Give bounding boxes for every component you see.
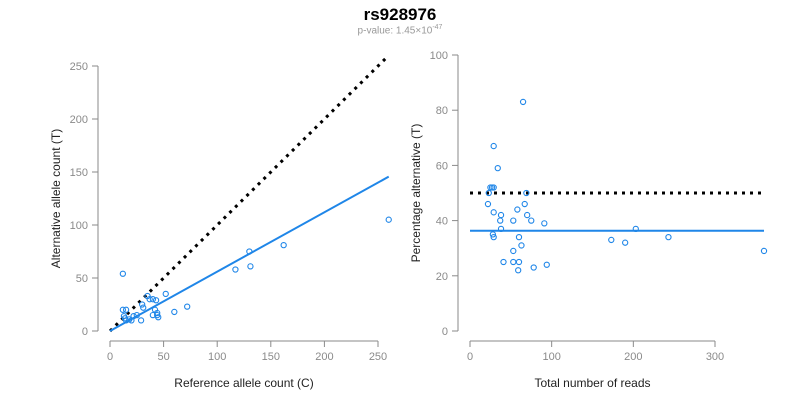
panel2-data-point [523, 189, 530, 197]
panel1-data-point [146, 296, 153, 303]
panel2-data-point [490, 209, 497, 216]
panel2-data-point [514, 206, 521, 213]
panel2-data-point [494, 165, 501, 172]
panel1-data-point [137, 317, 145, 324]
panel2-y-tick-label: 40 [436, 216, 448, 228]
panel1-y-tick-label: 250 [70, 61, 88, 73]
panel1-y-tick-label: 50 [76, 273, 88, 285]
panel1-data-point [122, 306, 130, 313]
panel2-data-point [541, 220, 548, 227]
panel2-data-point [490, 184, 497, 191]
panel2-data-point [515, 258, 523, 266]
panel1-reference-line [108, 54, 390, 333]
panel1-data-point [154, 311, 161, 319]
panel2-y-tick-label: 20 [436, 271, 448, 283]
panel2-data-point [490, 142, 497, 150]
panel1-data-point [119, 270, 127, 277]
panel2-data-point [510, 217, 517, 224]
panel1-x-tick-label: 250 [369, 351, 387, 363]
panel2-data-point [497, 225, 505, 233]
panel1-data-point [154, 309, 161, 317]
panel1-data-point [130, 313, 137, 320]
panel2-data-point [530, 264, 537, 271]
panel2-data-point [490, 234, 497, 241]
panel2-data-point [497, 211, 505, 219]
panel2-data-point [510, 247, 517, 255]
panel2-y-tick-label: 80 [436, 105, 448, 117]
pvalue-text: p-value: 1.45×10 [357, 25, 433, 37]
panel2-x-tick-label: 200 [624, 351, 642, 363]
panel1-data-point [162, 290, 169, 298]
panel1-data-point [139, 301, 146, 308]
panel1-x-axis-label: Reference allele count (C) [174, 376, 313, 390]
panel2-data-point [665, 234, 672, 241]
panel1-x-tick-label: 200 [315, 351, 333, 363]
chart-title: rs928976 [363, 5, 437, 24]
panel2-data-point [500, 258, 507, 266]
panel2-y-axis-label: Percentage alternative (T) [409, 124, 423, 263]
panel1-x-tick-label: 100 [208, 351, 226, 363]
panel1-x-tick-label: 0 [107, 351, 113, 363]
panel1-y-axis-label: Alternative allele count (T) [49, 129, 63, 268]
panel2-y-tick-label: 100 [430, 50, 448, 62]
panel2-data-point [510, 258, 517, 266]
panel2-data-point [515, 267, 522, 274]
panel2-x-tick-label: 100 [542, 351, 560, 363]
panel1-data-point [385, 216, 392, 223]
panel2-data-point [608, 236, 615, 244]
panel2-data-point [515, 234, 523, 241]
panel1-y-tick-label: 200 [70, 114, 88, 126]
panel1-data-point [119, 306, 127, 313]
panel2-y-tick-label: 60 [436, 160, 448, 172]
panel2-data-point [528, 217, 535, 224]
panel2-data-point [632, 225, 639, 233]
panel2-data-point [622, 239, 629, 246]
panel2-data-point [760, 247, 768, 255]
panel1-data-point [171, 308, 178, 316]
panel1-y-tick-label: 100 [70, 220, 88, 232]
panel2-data-point [521, 200, 528, 208]
panel1-data-point [133, 311, 140, 319]
panel2-data-point [485, 189, 492, 197]
panel2-data-point [489, 231, 497, 238]
panel1-x-tick-label: 50 [157, 351, 169, 363]
panel1-x-tick-label: 150 [262, 351, 280, 363]
panel2-x-tick-label: 300 [706, 351, 724, 363]
panel1-data-point [280, 241, 287, 249]
panel1-data-point [140, 304, 147, 311]
panel1-data-point [152, 297, 160, 304]
panel2-y-tick-label: 0 [442, 326, 448, 338]
panel2-data-point [497, 217, 504, 224]
panel1-y-tick-label: 0 [82, 326, 88, 338]
panel1-data-point [246, 248, 253, 255]
chart-subtitle: p-value: 1.45×10-47 [0, 24, 800, 36]
panel1-data-point [149, 296, 157, 303]
panel2-data-point [518, 242, 525, 249]
panel1-y-tick-label: 150 [70, 167, 88, 179]
panel2-x-tick-label: 0 [467, 351, 473, 363]
panel1-data-point [247, 263, 254, 270]
panel2-x-axis-label: Total number of reads [534, 376, 650, 390]
panel2-data-point [519, 98, 527, 106]
panel2-data-point [524, 211, 531, 219]
panel2-data-point [543, 261, 550, 268]
panel1-data-point [184, 303, 191, 310]
pvalue-exponent: -47 [432, 24, 443, 31]
panel2-data-point [484, 200, 492, 208]
panel1-data-point [232, 266, 239, 273]
